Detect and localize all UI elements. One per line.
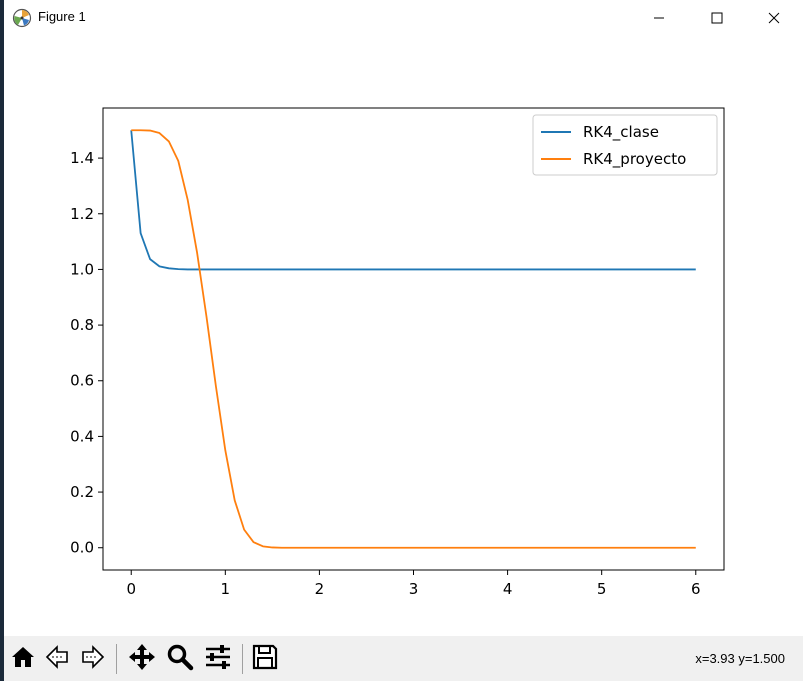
toolbar-separator <box>242 644 243 674</box>
y-tick-label: 1.2 <box>70 205 94 223</box>
sliders-icon <box>204 643 232 675</box>
save-button[interactable] <box>249 643 281 675</box>
legend-box <box>532 114 718 176</box>
pan-button[interactable] <box>126 643 158 675</box>
x-tick-label: 3 <box>409 580 419 598</box>
x-tick-label: 4 <box>503 580 513 598</box>
matplotlib-figure-icon <box>12 8 32 28</box>
x-tick-label: 2 <box>315 580 325 598</box>
figure-canvas[interactable]: 0 1 2 3 4 5 6 0.0 0.2 0.4 0.6 0.8 1.0 1.2 1.4 RK4_clase… <box>4 36 803 634</box>
floppy-disk-icon <box>251 643 279 675</box>
forward-arrow-icon <box>80 644 106 674</box>
y-tick-label: 0.2 <box>70 483 94 501</box>
legend-label: RK4_clase <box>583 123 659 142</box>
series-line-rk4-clase <box>130 130 696 271</box>
close-icon <box>768 9 780 28</box>
back-button[interactable] <box>41 643 73 675</box>
line-chart: 0 1 2 3 4 5 6 0.0 0.2 0.4 0.6 0.8 1.0 1.2 1.4 RK4_clase… <box>70 107 725 598</box>
maximize-icon <box>711 9 723 28</box>
zoom-button[interactable] <box>164 643 196 675</box>
minimize-icon <box>653 9 665 28</box>
toolbar-separator <box>116 644 117 674</box>
close-button[interactable] <box>745 0 803 36</box>
y-tick-label: 0.6 <box>70 372 94 390</box>
home-icon <box>10 644 36 674</box>
forward-button[interactable] <box>77 643 109 675</box>
y-tick-label: 0.4 <box>70 427 94 445</box>
window-titlebar[interactable]: Figure 1 <box>4 0 803 36</box>
navigation-toolbar: x=3.93 y=1.500 <box>4 636 803 681</box>
magnifier-icon <box>166 643 194 675</box>
x-tick-label: 1 <box>221 580 231 598</box>
move-arrows-icon <box>128 643 156 675</box>
back-arrow-icon <box>44 644 70 674</box>
x-tick-label: 5 <box>597 580 607 598</box>
minimize-button[interactable] <box>630 0 688 36</box>
configure-subplots-button[interactable] <box>202 643 234 675</box>
home-button[interactable] <box>7 643 39 675</box>
cursor-coordinates: x=3.93 y=1.500 <box>695 651 785 666</box>
series-line-rk4-proyecto <box>131 129 696 549</box>
axes-frame <box>102 107 725 571</box>
maximize-button[interactable] <box>688 0 746 36</box>
y-tick-label: 0.8 <box>70 316 94 334</box>
window-title: Figure 1 <box>38 9 86 24</box>
legend-label: RK4_proyecto <box>583 150 686 169</box>
desktop-edge <box>0 0 4 681</box>
x-tick-label: 0 <box>126 580 136 598</box>
y-tick-label: 0.0 <box>70 539 94 557</box>
y-tick-label: 1.0 <box>70 260 94 278</box>
y-tick-label: 1.4 <box>70 149 94 167</box>
x-tick-label: 6 <box>691 580 701 598</box>
